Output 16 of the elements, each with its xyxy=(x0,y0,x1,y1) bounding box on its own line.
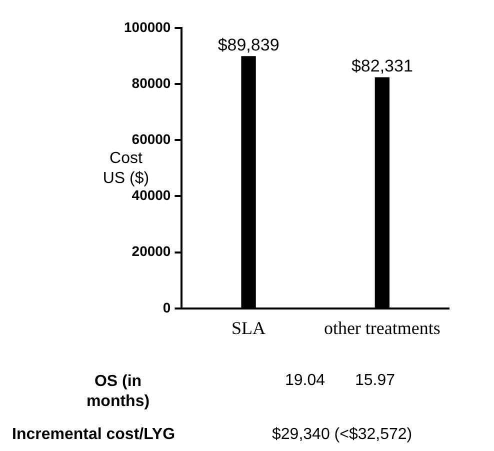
x-tick-label: SLA xyxy=(232,318,266,338)
text: $29,340 (<$32,572) xyxy=(272,426,412,444)
x-tick-label: other treatments xyxy=(324,318,440,338)
y-tick-label: 100000 xyxy=(124,18,171,35)
y-axis-title: Cost US ($) xyxy=(102,149,150,189)
text: Incremental cost/LYG xyxy=(12,426,176,444)
y-tick-label: 60000 xyxy=(132,131,171,148)
y-tick-label: 40000 xyxy=(132,187,171,204)
y-tick-label: 0 xyxy=(162,299,171,316)
data-label: $89,839 xyxy=(218,36,280,55)
y-tick-label: 80000 xyxy=(132,74,171,91)
y-tick-label: 20000 xyxy=(132,243,171,260)
text: 19.04 xyxy=(284,372,326,390)
text: OS (in months) xyxy=(85,372,151,412)
text: 15.97 xyxy=(354,372,396,390)
data-label: $82,331 xyxy=(351,56,413,76)
